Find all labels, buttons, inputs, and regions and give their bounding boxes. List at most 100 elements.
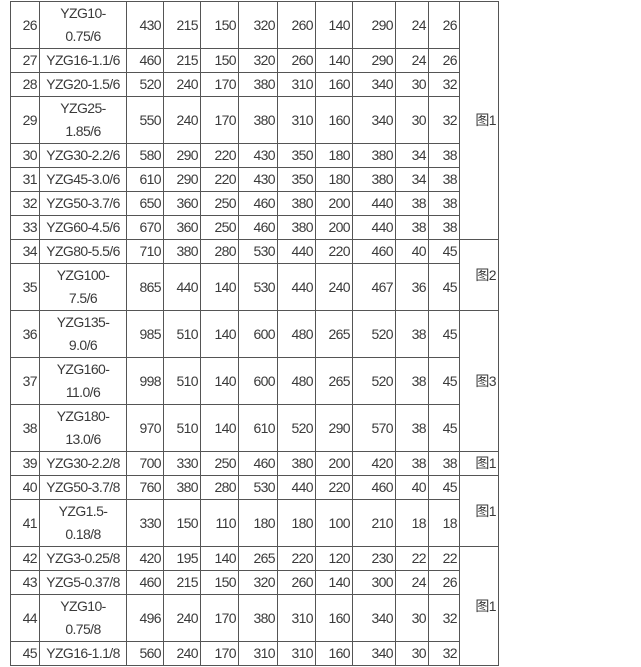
value-cell: 260 <box>277 1 316 49</box>
value-cell: 290 <box>315 404 353 452</box>
value-cell: 140 <box>200 404 239 452</box>
value-cell: 160 <box>315 96 353 144</box>
row-number-cell: 39 <box>10 451 40 476</box>
value-cell: 220 <box>277 546 316 571</box>
table-row: 44 YZG10-0.75/8 496 240 170 380 310 160 340 30 32 <box>10 594 499 642</box>
value-cell: 310 <box>277 96 316 144</box>
value-cell: 140 <box>200 357 239 405</box>
value-cell: 38 <box>428 143 460 168</box>
value-cell: 280 <box>200 239 239 264</box>
value-cell: 38 <box>395 310 429 358</box>
value-cell: 140 <box>315 570 353 595</box>
value-cell: 40 <box>395 239 429 264</box>
value-cell: 460 <box>352 239 396 264</box>
value-cell: 30 <box>395 96 429 144</box>
value-cell: 38 <box>395 191 429 216</box>
value-cell: 18 <box>428 499 460 547</box>
model-cell: YZG80-5.5/6 <box>39 239 127 264</box>
value-cell: 380 <box>238 96 278 144</box>
value-cell: 140 <box>315 48 353 73</box>
table-row: 45 YZG16-1.1/8 560 240 170 310 310 160 340 30 32 <box>10 641 499 666</box>
value-cell: 45 <box>428 239 460 264</box>
row-number-cell: 42 <box>10 546 40 571</box>
value-cell: 670 <box>126 215 164 240</box>
value-cell: 200 <box>315 215 353 240</box>
row-number-cell: 45 <box>10 641 40 666</box>
value-cell: 170 <box>200 72 239 97</box>
row-number-cell: 28 <box>10 72 40 97</box>
value-cell: 460 <box>238 451 278 476</box>
value-cell: 380 <box>238 72 278 97</box>
table-row: 27 YZG16-1.1/6 460 215 150 320 260 140 290 24 26 <box>10 48 499 73</box>
value-cell: 290 <box>352 48 396 73</box>
value-cell: 970 <box>126 404 164 452</box>
value-cell: 170 <box>200 96 239 144</box>
value-cell: 24 <box>395 570 429 595</box>
value-cell: 38 <box>428 191 460 216</box>
value-cell: 380 <box>277 451 316 476</box>
value-cell: 150 <box>163 499 201 547</box>
value-cell: 220 <box>315 475 353 500</box>
value-cell: 340 <box>352 594 396 642</box>
value-cell: 760 <box>126 475 164 500</box>
value-cell: 330 <box>163 451 201 476</box>
value-cell: 310 <box>277 72 316 97</box>
value-cell: 510 <box>163 357 201 405</box>
value-cell: 340 <box>352 96 396 144</box>
row-number-cell: 30 <box>10 143 40 168</box>
value-cell: 140 <box>200 263 239 311</box>
model-cell: YZG50-3.7/6 <box>39 191 127 216</box>
value-cell: 180 <box>238 499 278 547</box>
value-cell: 360 <box>163 215 201 240</box>
value-cell: 310 <box>277 594 316 642</box>
value-cell: 350 <box>277 143 316 168</box>
figure-reference-cell: 图3 <box>459 310 499 452</box>
value-cell: 32 <box>428 641 460 666</box>
value-cell: 330 <box>126 499 164 547</box>
model-cell: YZG60-4.5/6 <box>39 215 127 240</box>
model-cell: YZG5-0.37/8 <box>39 570 127 595</box>
table-row: 39 YZG30-2.2/8 700 330 250 460 380 200 420 38 38 图1 <box>10 451 499 476</box>
value-cell: 180 <box>315 167 353 192</box>
value-cell: 520 <box>352 310 396 358</box>
value-cell: 26 <box>428 1 460 49</box>
model-cell: YZG3-0.25/8 <box>39 546 127 571</box>
model-cell: YZG100-7.5/6 <box>39 263 127 311</box>
row-number-cell: 34 <box>10 239 40 264</box>
value-cell: 440 <box>277 239 316 264</box>
value-cell: 30 <box>395 594 429 642</box>
value-cell: 460 <box>352 475 396 500</box>
value-cell: 380 <box>238 594 278 642</box>
value-cell: 380 <box>163 475 201 500</box>
value-cell: 380 <box>163 239 201 264</box>
value-cell: 610 <box>238 404 278 452</box>
value-cell: 530 <box>238 475 278 500</box>
value-cell: 420 <box>352 451 396 476</box>
value-cell: 24 <box>395 48 429 73</box>
value-cell: 420 <box>126 546 164 571</box>
model-cell: YZG10-0.75/8 <box>39 594 127 642</box>
value-cell: 520 <box>126 72 164 97</box>
value-cell: 460 <box>238 215 278 240</box>
value-cell: 560 <box>126 641 164 666</box>
value-cell: 580 <box>126 143 164 168</box>
value-cell: 570 <box>352 404 396 452</box>
model-cell: YZG180-13.0/6 <box>39 404 127 452</box>
model-cell: YZG30-2.2/6 <box>39 143 127 168</box>
value-cell: 998 <box>126 357 164 405</box>
value-cell: 460 <box>126 48 164 73</box>
value-cell: 710 <box>126 239 164 264</box>
value-cell: 24 <box>395 1 429 49</box>
value-cell: 265 <box>238 546 278 571</box>
value-cell: 100 <box>315 499 353 547</box>
value-cell: 530 <box>238 239 278 264</box>
value-cell: 45 <box>428 310 460 358</box>
table-row: 40 YZG50-3.7/8 760 380 280 530 440 220 460 40 45 图1 <box>10 475 499 547</box>
value-cell: 38 <box>395 215 429 240</box>
row-number-cell: 29 <box>10 96 40 144</box>
value-cell: 865 <box>126 263 164 311</box>
value-cell: 30 <box>395 72 429 97</box>
value-cell: 45 <box>428 263 460 311</box>
table-row: 41 YZG1.5-0.18/8 330 150 110 180 180 100 210 18 18 <box>10 499 499 547</box>
value-cell: 215 <box>163 570 201 595</box>
